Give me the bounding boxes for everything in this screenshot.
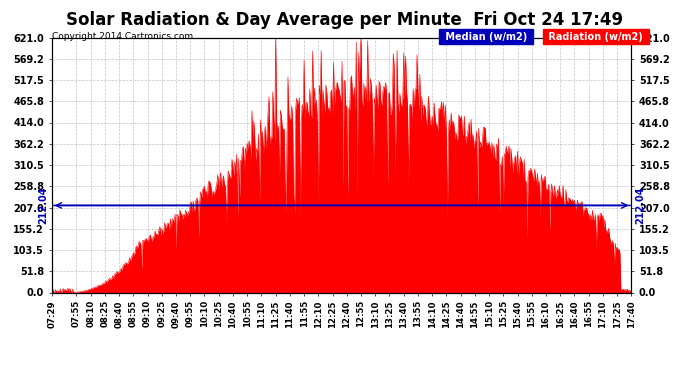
Text: 212.04: 212.04 [39,187,48,224]
Text: 212.04: 212.04 [635,187,644,224]
Text: Median (w/m2): Median (w/m2) [442,32,530,42]
Text: Solar Radiation & Day Average per Minute  Fri Oct 24 17:49: Solar Radiation & Day Average per Minute… [66,11,624,29]
Text: Copyright 2014 Cartronics.com: Copyright 2014 Cartronics.com [52,32,193,41]
Text: Radiation (w/m2): Radiation (w/m2) [545,32,647,42]
